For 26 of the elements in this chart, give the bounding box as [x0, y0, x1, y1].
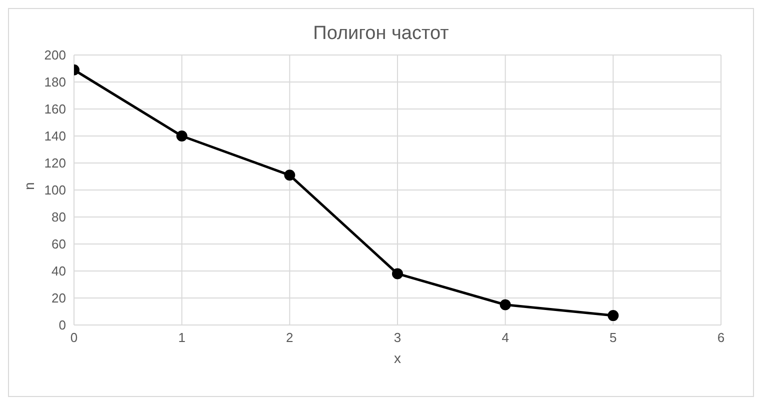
- y-tick-label: 120: [44, 156, 66, 171]
- chart-title: Полигон частот: [312, 23, 450, 45]
- y-tick-label: 200: [44, 48, 66, 63]
- y-tick-label: 160: [44, 102, 66, 117]
- x-tick-label: 3: [394, 330, 402, 346]
- x-tick-label: 4: [502, 330, 509, 346]
- y-tick-label: 80: [52, 210, 66, 225]
- point: [500, 299, 511, 310]
- y-tick-label: 20: [52, 290, 66, 306]
- point: [608, 310, 619, 322]
- point: [176, 130, 188, 142]
- y-axis-title: n: [20, 182, 37, 190]
- y-tick-label: 40: [52, 264, 66, 279]
- x-tick-label: 5: [610, 330, 617, 346]
- point: [392, 268, 403, 280]
- y-tick-label: 180: [44, 74, 66, 90]
- y-tick-label: 0: [58, 318, 66, 333]
- x-axis-title: x: [394, 350, 401, 366]
- x-tick-label: 0: [70, 330, 78, 346]
- y-tick-label: 140: [44, 128, 66, 144]
- y-tick-label: 60: [52, 236, 66, 252]
- y-tick-label: 100: [44, 182, 66, 198]
- x-tick-label: 6: [717, 330, 725, 346]
- point: [284, 170, 296, 181]
- x-tick-label: 2: [286, 330, 294, 346]
- x-tick-label: 1: [178, 330, 186, 346]
